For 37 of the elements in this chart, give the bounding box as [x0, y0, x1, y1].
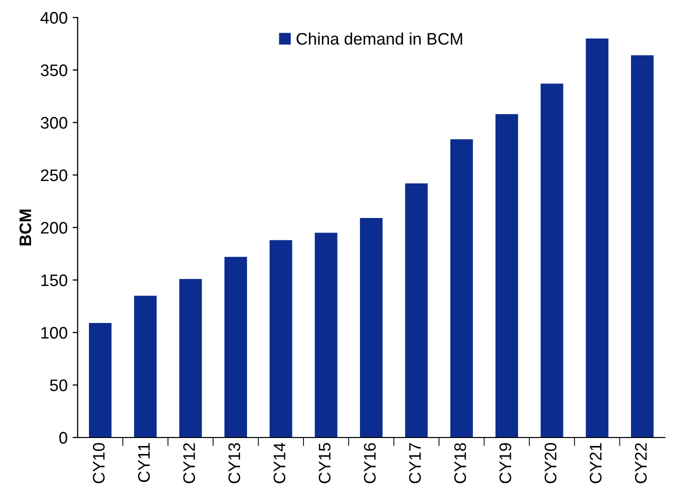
y-tick-label: 200 — [40, 222, 68, 234]
bar — [495, 114, 518, 438]
bar — [179, 278, 202, 438]
bar — [270, 240, 292, 438]
bar — [314, 232, 338, 438]
x-tick-label: CY14 — [274, 442, 286, 484]
bar — [134, 296, 157, 438]
y-tick-label: 100 — [41, 326, 68, 339]
bar — [88, 323, 112, 438]
bar — [586, 38, 608, 438]
x-tick-label: CY18 — [454, 443, 466, 484]
y-axis-title: BCM — [19, 210, 32, 246]
y-tick-label: 50 — [50, 379, 68, 392]
x-tick-label: CY16 — [364, 443, 376, 484]
x-tick-label: CY13 — [228, 443, 240, 484]
y-tick-label: 350 — [40, 64, 68, 76]
x-tick-label: CY10 — [92, 443, 105, 484]
x-tick-label: CY15 — [318, 443, 331, 484]
y-tick-label: 0 — [59, 432, 68, 444]
y-tick-label: 250 — [40, 169, 68, 182]
y-tick-label: 300 — [40, 116, 68, 129]
x-tick-label: CY20 — [544, 443, 556, 484]
x-tick-label: CY12 — [183, 443, 196, 484]
x-tick-label: CY22 — [634, 443, 647, 484]
bar — [450, 139, 473, 438]
y-tick-label: 400 — [40, 12, 68, 24]
legend-label: China demand in BCM — [296, 32, 462, 45]
bar — [224, 256, 248, 438]
bar — [540, 84, 564, 438]
bar — [405, 183, 428, 438]
bar — [360, 218, 383, 438]
x-tick-label: CY19 — [499, 443, 512, 484]
y-tick-label: 150 — [41, 274, 68, 286]
x-tick-label: CY17 — [409, 443, 421, 484]
bar — [630, 55, 654, 438]
x-tick-label: CY11 — [138, 443, 150, 482]
x-tick-label: CY21 — [590, 443, 602, 484]
